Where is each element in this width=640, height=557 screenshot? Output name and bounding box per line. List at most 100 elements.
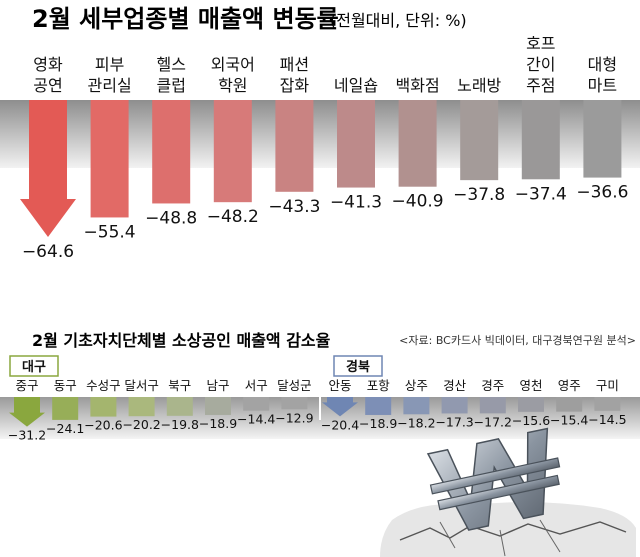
bottom-category-label: 달성군 bbox=[277, 378, 312, 393]
bottom-category-label: 영주 bbox=[558, 378, 581, 393]
top-category-label: 패션 bbox=[280, 55, 309, 74]
bottom-category-label: 동구 bbox=[54, 378, 77, 393]
region-label-gyeongbuk-box bbox=[333, 355, 383, 377]
top-value-label: −48.8 bbox=[145, 208, 197, 228]
bottom-chart-title: 2월 기초자치단체별 소상공인 매출액 감소율 bbox=[32, 331, 331, 350]
bottom-value-label: −20.4 bbox=[321, 417, 359, 432]
top-category-label: 간이 bbox=[526, 55, 555, 74]
top-category-label: 클럽 bbox=[156, 76, 185, 95]
top-category-label: 네일숍 bbox=[334, 76, 378, 95]
top-chart-subtitle: (전월대비, 단위: %) bbox=[330, 11, 467, 30]
bottom-category-label: 중구 bbox=[15, 378, 38, 393]
bottom-value-label: −17.2 bbox=[474, 414, 512, 429]
top-bar bbox=[583, 100, 622, 178]
top-category-label: 관리실 bbox=[88, 76, 132, 95]
bottom-bar bbox=[594, 397, 621, 411]
bottom-value-label: −14.4 bbox=[237, 412, 275, 427]
won-sign-icon bbox=[426, 427, 561, 531]
bottom-value-label: −14.5 bbox=[588, 412, 626, 427]
region-label-daegu: 대구 bbox=[22, 360, 46, 375]
top-bar bbox=[460, 100, 499, 181]
top-value-label: −40.9 bbox=[392, 192, 444, 212]
bottom-value-label: −15.6 bbox=[512, 413, 550, 428]
top-category-label: 주점 bbox=[526, 76, 555, 95]
bottom-value-label: −12.9 bbox=[275, 410, 313, 425]
top-value-label: −36.6 bbox=[576, 183, 628, 203]
bottom-value-label: −19.8 bbox=[161, 417, 199, 432]
bottom-category-label: 상주 bbox=[405, 378, 428, 393]
bottom-bar bbox=[205, 397, 231, 415]
top-bar bbox=[521, 100, 560, 180]
bottom-category-label: 포항 bbox=[367, 378, 391, 393]
bottom-category-label: 남구 bbox=[206, 378, 229, 393]
top-category-label: 헬스 bbox=[156, 55, 185, 74]
top-value-label: −37.4 bbox=[515, 184, 567, 204]
bottom-value-labels: −31.2 −24.1 −20.6 −20.2 −19.8 −18.9 −14.4 −12.9… bbox=[8, 410, 627, 442]
bottom-category-label: 수성구 bbox=[86, 378, 121, 393]
bottom-bars bbox=[9, 397, 621, 427]
top-bar bbox=[337, 100, 375, 188]
bottom-value-label: −17.3 bbox=[435, 414, 473, 429]
bottom-bar bbox=[365, 397, 392, 415]
bottom-bar bbox=[518, 397, 544, 412]
top-value-label: −43.3 bbox=[268, 197, 320, 217]
bottom-category-label: 북구 bbox=[168, 378, 191, 393]
bottom-value-label: −18.2 bbox=[397, 415, 435, 430]
top-bar bbox=[398, 100, 437, 187]
top-bar bbox=[152, 100, 191, 204]
top-category-label: 공연 bbox=[33, 76, 62, 95]
ground-crack bbox=[399, 521, 627, 541]
top-category-label: 잡화 bbox=[280, 76, 310, 95]
source-note: <자료: BC카드사 빅데이터, 대구경북연구원 분석> bbox=[399, 334, 636, 347]
bottom-category-label: 경산 bbox=[443, 378, 467, 393]
bottom-value-label: −31.2 bbox=[8, 428, 46, 443]
bottom-value-label: −15.4 bbox=[550, 413, 588, 428]
region-label-daegu-box bbox=[9, 355, 59, 377]
bottom-bar bbox=[243, 397, 270, 411]
top-category-label: 영화 bbox=[33, 55, 63, 74]
top-bars bbox=[20, 100, 622, 237]
top-bar bbox=[275, 100, 314, 192]
bottom-bar bbox=[166, 397, 193, 416]
bottom-bar bbox=[90, 397, 117, 417]
top-category-label: 피부 bbox=[95, 55, 124, 74]
top-bar bbox=[213, 100, 252, 203]
top-chart-title: 2월 세부업종별 매출액 변동률 bbox=[32, 5, 339, 33]
ground-crack-branches bbox=[439, 519, 561, 557]
top-category-label: 대형 bbox=[588, 55, 617, 74]
bottom-bar-arrow bbox=[322, 397, 358, 417]
top-value-labels: −64.6 −55.4 −48.8 −48.2 −43.3 −41.3 −40.9 −37.8… bbox=[22, 183, 629, 262]
top-bar bbox=[90, 100, 129, 218]
top-value-label: −48.2 bbox=[207, 207, 259, 227]
bottom-category-label: 영천 bbox=[519, 378, 542, 393]
bottom-value-label: −20.6 bbox=[84, 418, 122, 433]
bottom-category-label: 서구 bbox=[245, 378, 268, 393]
bottom-value-label: −18.9 bbox=[359, 416, 397, 431]
bottom-value-label: −18.9 bbox=[199, 416, 237, 431]
bottom-bar bbox=[281, 397, 308, 410]
bottom-bar bbox=[52, 397, 79, 420]
ground-slab bbox=[380, 502, 636, 557]
bottom-bar bbox=[441, 397, 468, 414]
bottom-category-label: 안동 bbox=[328, 378, 351, 393]
top-value-label: −55.4 bbox=[84, 222, 136, 242]
top-category-label: 백화점 bbox=[396, 76, 440, 95]
top-bar-arrow bbox=[20, 100, 76, 237]
top-category-label: 호프 bbox=[526, 34, 555, 53]
top-value-label: −64.6 bbox=[22, 242, 74, 262]
top-value-label: −41.3 bbox=[330, 193, 382, 213]
bottom-category-label: 달서구 bbox=[124, 378, 159, 393]
bottom-bar bbox=[403, 397, 430, 415]
sinking-won-illustration bbox=[380, 427, 636, 557]
top-category-label: 노래방 bbox=[457, 76, 501, 95]
bottom-bar-arrow bbox=[9, 397, 45, 427]
top-category-label: 외국어 bbox=[211, 55, 255, 74]
region-label-gyeongbuk: 경북 bbox=[346, 359, 370, 375]
top-category-label: 학원 bbox=[218, 76, 247, 95]
bottom-bar bbox=[479, 397, 506, 414]
bottom-value-label: −20.2 bbox=[122, 417, 160, 432]
bottom-bar bbox=[556, 397, 583, 412]
bottom-category-label: 구미 bbox=[596, 378, 619, 393]
bottom-category-labels: 중구 동구 수성구 달서구 북구 남구 서구 달성군 안동 포항 상주 경산 경주 영천 영주 구미 bbox=[15, 378, 618, 393]
